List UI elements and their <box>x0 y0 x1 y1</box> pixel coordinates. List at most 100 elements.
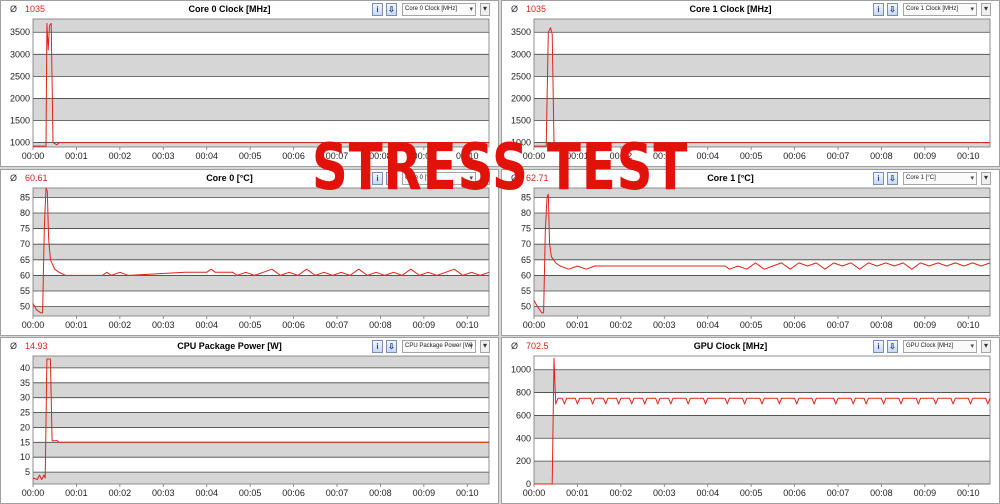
x-tick-label: 00:03 <box>152 320 175 330</box>
background-band <box>534 306 990 316</box>
series-line <box>32 358 489 480</box>
y-tick-label: 3500 <box>10 27 30 37</box>
chart-panel: Ø 1035 Core 1 Clock [MHz] i ⇩ Core 1 Clo… <box>501 0 1000 167</box>
panel-menu-button[interactable]: ▾ <box>981 172 991 185</box>
panel-menu-button[interactable]: ▾ <box>480 3 490 16</box>
info-icon[interactable]: i <box>372 3 383 16</box>
y-tick-label: 2500 <box>10 71 30 81</box>
background-band <box>33 382 489 398</box>
average-value: 1035 <box>25 4 46 14</box>
x-tick-label: 00:00 <box>22 320 45 330</box>
sensor-select[interactable]: CPU Package Power [W] <box>402 340 476 353</box>
x-tick-label: 00:01 <box>566 320 589 330</box>
sensor-select[interactable]: Core 1 [°C] <box>903 172 977 185</box>
y-tick-label: 25 <box>20 408 30 418</box>
x-tick-label: 00:09 <box>413 320 436 330</box>
x-tick-label: 00:06 <box>282 320 305 330</box>
sensor-select[interactable]: Core 0 [°C] <box>402 172 476 185</box>
x-tick-label: 00:03 <box>152 488 175 498</box>
y-tick-label: 1000 <box>10 138 30 148</box>
sensor-select[interactable]: Core 1 Clock [MHz] <box>903 3 977 16</box>
background-band <box>534 244 990 260</box>
x-tick-label: 00:01 <box>65 320 88 330</box>
sensor-icon[interactable]: ⇩ <box>386 3 397 16</box>
y-tick-label: 60 <box>20 270 30 280</box>
background-band <box>33 244 489 260</box>
sensor-icon[interactable]: ⇩ <box>887 340 898 353</box>
y-tick-label: 35 <box>20 378 30 388</box>
panel-menu-button[interactable]: ▾ <box>480 340 490 353</box>
x-tick-label: 00:04 <box>195 488 218 498</box>
x-tick-label: 00:07 <box>827 151 850 161</box>
background-band <box>534 275 990 292</box>
sensor-select[interactable]: GPU Clock [MHz] <box>903 340 977 353</box>
y-tick-label: 2500 <box>511 71 531 81</box>
x-tick-label: 00:06 <box>783 151 806 161</box>
x-tick-label: 00:10 <box>957 320 980 330</box>
chart-svg: 40 35 30 25 20 15 10 5 00:00 00:01 00:02 00:03 00:04… <box>20 355 490 498</box>
x-tick-label: 00:04 <box>696 320 719 330</box>
chart-title: Core 1 [°C] <box>707 173 754 183</box>
average-value: 62.71 <box>526 173 549 183</box>
sensor-icon[interactable]: ⇩ <box>887 3 898 16</box>
sensor-icon[interactable]: ⇩ <box>887 172 898 185</box>
sensor-select[interactable]: Core 0 Clock [MHz] <box>402 3 476 16</box>
y-tick-label: 2000 <box>511 93 531 103</box>
x-tick-label: 00:05 <box>239 151 262 161</box>
background-band <box>33 188 489 198</box>
average-value: 60.61 <box>25 173 48 183</box>
x-tick-label: 00:05 <box>239 320 262 330</box>
x-tick-label: 00:02 <box>610 151 633 161</box>
x-tick-label: 00:08 <box>369 151 392 161</box>
panel-menu-button[interactable]: ▾ <box>981 3 991 16</box>
background-band <box>33 142 489 147</box>
y-tick-label: 1500 <box>10 116 30 126</box>
average-symbol: Ø <box>10 173 18 183</box>
info-icon[interactable]: i <box>873 172 884 185</box>
background-band <box>534 98 990 121</box>
chart-panel: Ø 62.71 Core 1 [°C] i ⇩ Core 1 [°C] ▾ 85… <box>501 169 1000 336</box>
series-line <box>32 187 490 314</box>
background-band <box>534 76 990 99</box>
y-tick-label: 1000 <box>511 365 531 375</box>
average-value: 14.93 <box>25 341 48 351</box>
background-band <box>534 369 990 393</box>
y-tick-label: 200 <box>516 456 531 466</box>
x-tick-label: 00:00 <box>523 151 546 161</box>
background-band <box>33 412 489 428</box>
x-tick-label: 00:03 <box>653 151 676 161</box>
y-tick-label: 3000 <box>511 49 531 59</box>
background-band <box>33 367 489 383</box>
plot-frame <box>533 355 991 485</box>
x-tick-label: 00:03 <box>152 151 175 161</box>
info-icon[interactable]: i <box>372 340 383 353</box>
y-tick-label: 75 <box>521 224 531 234</box>
info-icon[interactable]: i <box>873 3 884 16</box>
x-tick-label: 00:02 <box>109 151 132 161</box>
y-tick-label: 85 <box>20 192 30 202</box>
background-band <box>33 356 489 368</box>
background-band <box>33 76 489 99</box>
x-tick-label: 00:10 <box>957 151 980 161</box>
x-tick-label: 00:10 <box>456 320 479 330</box>
panel-menu-button[interactable]: ▾ <box>480 172 490 185</box>
y-tick-label: 55 <box>521 286 531 296</box>
info-icon[interactable]: i <box>372 172 383 185</box>
sensor-icon[interactable]: ⇩ <box>386 172 397 185</box>
x-tick-label: 00:06 <box>282 151 305 161</box>
x-tick-label: 00:10 <box>456 488 479 498</box>
panel-menu-button[interactable]: ▾ <box>981 340 991 353</box>
chart-svg: 85 80 75 70 65 60 55 50 00:00 00:01 00:02 00:03 00:0… <box>521 187 991 330</box>
background-band <box>534 19 990 33</box>
info-icon[interactable]: i <box>873 340 884 353</box>
plot-frame <box>533 18 991 148</box>
x-tick-label: 00:06 <box>783 488 806 498</box>
x-tick-label: 00:03 <box>653 320 676 330</box>
x-tick-label: 00:00 <box>22 151 45 161</box>
x-tick-label: 00:09 <box>914 488 937 498</box>
x-tick-label: 00:02 <box>610 488 633 498</box>
series-line <box>534 357 991 485</box>
sensor-icon[interactable]: ⇩ <box>386 340 397 353</box>
y-tick-label: 30 <box>20 393 30 403</box>
y-tick-label: 400 <box>516 433 531 443</box>
